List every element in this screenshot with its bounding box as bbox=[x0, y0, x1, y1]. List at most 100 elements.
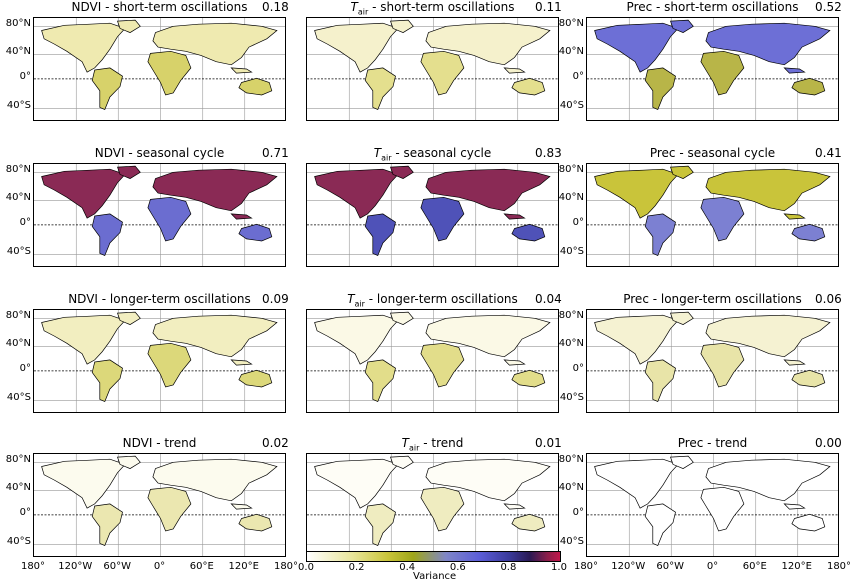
continent-shape bbox=[314, 168, 399, 219]
panel-title: Prec - short-term oscillations bbox=[626, 0, 799, 14]
continent-shape bbox=[511, 77, 546, 96]
latitude-label: 40°S bbox=[559, 536, 584, 548]
continent-shape bbox=[791, 223, 826, 242]
latitude-label: 0° bbox=[19, 216, 31, 228]
panel-variance-value: 0.00 bbox=[815, 436, 842, 450]
continent-shape bbox=[420, 342, 465, 388]
latitude-label: 80°N bbox=[5, 310, 31, 322]
continent-shape bbox=[503, 503, 526, 510]
longitude-label: 180° bbox=[273, 561, 299, 572]
panel-title: NDVI - seasonal cycle bbox=[94, 146, 225, 160]
map-panel bbox=[586, 453, 839, 557]
continent-shape bbox=[791, 369, 826, 388]
colorbar-tick-label: 0.8 bbox=[500, 562, 517, 573]
continent-shape bbox=[152, 168, 278, 212]
map-panel bbox=[33, 163, 286, 267]
continent-shape bbox=[420, 196, 465, 242]
world-map bbox=[587, 164, 838, 266]
continent-shape bbox=[420, 50, 465, 96]
continent-shape bbox=[91, 213, 123, 256]
longitude-label: 120°E bbox=[228, 561, 259, 572]
continent-shape bbox=[594, 22, 679, 73]
panel-variance-value: 0.83 bbox=[535, 146, 562, 160]
continent-shape bbox=[700, 196, 745, 242]
latitude-label: 40°N bbox=[5, 482, 31, 494]
colorbar-tick-label: 0.4 bbox=[399, 562, 416, 573]
continent-shape bbox=[314, 314, 399, 365]
map-panel bbox=[33, 17, 286, 121]
continent-shape bbox=[230, 359, 253, 366]
continent-shape bbox=[670, 19, 694, 33]
latitude-label: 0° bbox=[19, 506, 31, 518]
continent-shape bbox=[364, 67, 396, 110]
latitude-label: 0° bbox=[572, 216, 584, 228]
longitude-label: 180° bbox=[20, 561, 46, 572]
panel-title: Prec - seasonal cycle bbox=[649, 146, 776, 160]
continent-shape bbox=[390, 165, 414, 179]
map-panel bbox=[586, 17, 839, 121]
map-panel bbox=[306, 163, 559, 267]
latitude-label: 40°S bbox=[6, 536, 31, 548]
continent-shape bbox=[511, 513, 546, 532]
continent-shape bbox=[390, 19, 414, 33]
longitude-label: 0° bbox=[153, 561, 166, 572]
colorbar-label: Variance bbox=[413, 571, 457, 582]
continent-shape bbox=[238, 77, 273, 96]
world-map bbox=[307, 18, 558, 120]
longitude-label: 60°E bbox=[742, 561, 767, 572]
continent-shape bbox=[670, 311, 694, 325]
map-panel bbox=[33, 453, 286, 557]
panel-variance-value: 0.52 bbox=[815, 0, 842, 14]
colorbar-tick-label: 0.2 bbox=[348, 562, 365, 573]
latitude-label: 80°N bbox=[558, 164, 584, 176]
longitude-label: 120°W bbox=[58, 561, 93, 572]
panel-variance-value: 0.04 bbox=[535, 292, 562, 306]
continent-shape bbox=[791, 77, 826, 96]
continent-shape bbox=[147, 50, 192, 96]
continent-shape bbox=[152, 458, 278, 502]
panel-variance-value: 0.06 bbox=[815, 292, 842, 306]
latitude-label: 0° bbox=[572, 70, 584, 82]
world-map bbox=[34, 310, 285, 412]
continent-shape bbox=[705, 314, 831, 358]
panel-title: Tair - seasonal cycle bbox=[373, 146, 492, 163]
panel-variance-value: 0.71 bbox=[262, 146, 289, 160]
panel-variance-value: 0.09 bbox=[262, 292, 289, 306]
continent-shape bbox=[314, 22, 399, 73]
latitude-label: 40°N bbox=[5, 192, 31, 204]
panel-title: NDVI - short-term oscillations bbox=[71, 0, 248, 14]
continent-shape bbox=[503, 67, 526, 74]
continent-shape bbox=[117, 165, 141, 179]
continent-shape bbox=[670, 165, 694, 179]
continent-shape bbox=[644, 503, 676, 546]
continent-shape bbox=[147, 486, 192, 532]
continent-shape bbox=[511, 223, 546, 242]
world-map bbox=[587, 18, 838, 120]
map-panel bbox=[586, 163, 839, 267]
world-map bbox=[307, 454, 558, 556]
continent-shape bbox=[783, 213, 806, 220]
latitude-label: 80°N bbox=[5, 18, 31, 30]
continent-shape bbox=[364, 213, 396, 256]
continent-shape bbox=[314, 458, 399, 509]
continent-shape bbox=[425, 314, 551, 358]
continent-shape bbox=[511, 369, 546, 388]
continent-shape bbox=[238, 223, 273, 242]
continent-shape bbox=[670, 455, 694, 469]
continent-shape bbox=[503, 213, 526, 220]
continent-shape bbox=[783, 67, 806, 74]
latitude-label: 40°N bbox=[558, 192, 584, 204]
latitude-label: 40°N bbox=[5, 338, 31, 350]
latitude-label: 40°N bbox=[558, 482, 584, 494]
world-map bbox=[587, 310, 838, 412]
continent-shape bbox=[420, 486, 465, 532]
continent-shape bbox=[783, 503, 806, 510]
continent-shape bbox=[152, 314, 278, 358]
longitude-label: 180° bbox=[573, 561, 599, 572]
continent-shape bbox=[147, 196, 192, 242]
continent-shape bbox=[91, 67, 123, 110]
world-map bbox=[34, 164, 285, 266]
map-panel bbox=[306, 453, 559, 557]
continent-shape bbox=[783, 359, 806, 366]
panel-variance-value: 0.18 bbox=[262, 0, 289, 14]
